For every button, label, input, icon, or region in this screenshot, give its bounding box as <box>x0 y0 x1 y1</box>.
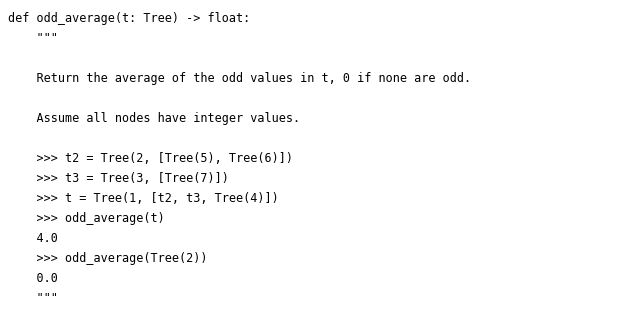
Text: >>> t3 = Tree(3, [Tree(7)]): >>> t3 = Tree(3, [Tree(7)]) <box>8 172 229 185</box>
Text: >>> odd_average(Tree(2)): >>> odd_average(Tree(2)) <box>8 252 207 265</box>
Text: >>> t2 = Tree(2, [Tree(5), Tree(6)]): >>> t2 = Tree(2, [Tree(5), Tree(6)]) <box>8 152 293 165</box>
Text: Assume all nodes have integer values.: Assume all nodes have integer values. <box>8 112 300 125</box>
Text: >>> t = Tree(1, [t2, t3, Tree(4)]): >>> t = Tree(1, [t2, t3, Tree(4)]) <box>8 192 279 205</box>
Text: 0.0: 0.0 <box>8 272 58 285</box>
Text: >>> odd_average(t): >>> odd_average(t) <box>8 212 165 225</box>
Text: 4.0: 4.0 <box>8 232 58 245</box>
Text: def odd_average(t: Tree) -> float:: def odd_average(t: Tree) -> float: <box>8 12 250 25</box>
Text: Return the average of the odd values in t, 0 if none are odd.: Return the average of the odd values in … <box>8 72 471 85</box>
Text: """: """ <box>8 292 58 305</box>
Text: """: """ <box>8 32 58 45</box>
